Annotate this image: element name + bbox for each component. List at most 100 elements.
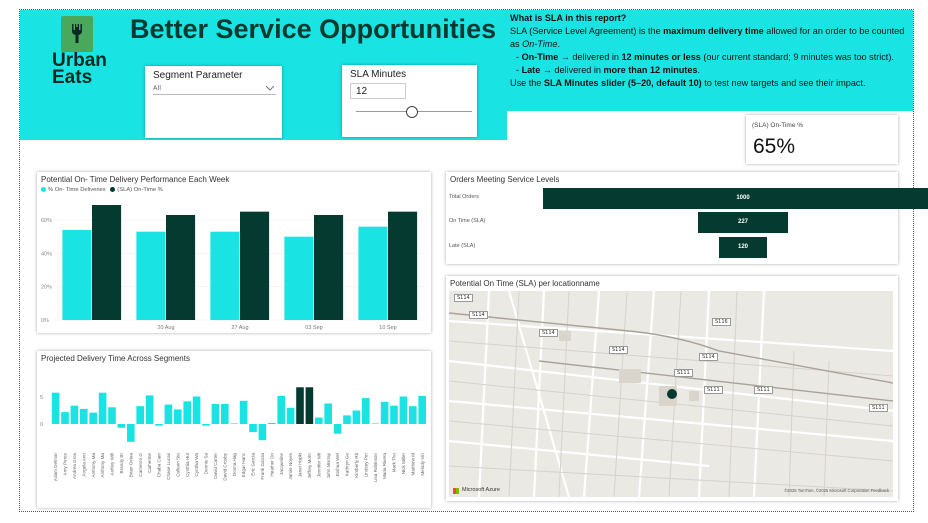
segment-bar[interactable]: [89, 412, 97, 424]
segment-bar[interactable]: [61, 412, 69, 424]
segment-bar[interactable]: [221, 404, 229, 424]
funnel-stage-label: Total Orders: [449, 194, 479, 200]
segment-bar[interactable]: [164, 404, 173, 424]
segment-bar[interactable]: [202, 424, 210, 426]
legend-cyan-marker: [41, 187, 46, 192]
road-label: S111: [754, 386, 773, 394]
segment-bar[interactable]: [296, 387, 304, 424]
segment-bar[interactable]: [136, 406, 144, 424]
segment-bar[interactable]: [305, 387, 314, 424]
sla-minutes-slicer: SLA Minutes 12: [342, 65, 477, 137]
microsoft-logo-icon: [453, 488, 459, 494]
x-tick-label: 20 Aug: [157, 325, 174, 331]
segment-bar[interactable]: [390, 405, 398, 424]
bar-ontime[interactable]: [210, 231, 240, 320]
segment-bar[interactable]: [286, 407, 295, 424]
segment-label: Jennifer Wil: [316, 453, 321, 477]
segment-bar[interactable]: [324, 403, 332, 424]
segment-bar[interactable]: [343, 415, 351, 424]
road-label: S111: [674, 369, 693, 377]
segment-bar[interactable]: [80, 408, 88, 424]
segment-label: Mark Tho: [392, 453, 397, 473]
segment-bar[interactable]: [277, 395, 285, 424]
segment-dropdown[interactable]: All: [153, 84, 276, 95]
sla-slider-handle[interactable]: [406, 106, 418, 118]
bar-sla[interactable]: [240, 211, 270, 320]
segment-bar[interactable]: [409, 406, 417, 424]
segment-label: Cynthia Hut: [185, 452, 190, 477]
segment-label: Chase Lucas: [166, 452, 171, 480]
x-tick-label: 10 Sep: [379, 325, 396, 331]
segment-bar[interactable]: [155, 424, 163, 426]
segment-bar[interactable]: [380, 401, 389, 424]
weekly-performance-chart: Potential On- Time Delivery Performance …: [37, 172, 431, 333]
sla-b1c: → delivered in: [558, 52, 622, 62]
segment-bar[interactable]: [268, 422, 276, 424]
segment-bar[interactable]: [352, 410, 361, 425]
segment-label: Melody Vin: [420, 453, 425, 476]
segment-bar[interactable]: [249, 424, 257, 433]
location-map[interactable]: S114 S114 S114 S114 S114 S111 S111 S111 …: [449, 291, 893, 497]
sla-p2c: to test new targets and see their impact…: [701, 78, 866, 88]
funnel-bar[interactable]: 1000: [543, 188, 928, 209]
bar-ontime[interactable]: [62, 230, 92, 320]
y-tick-label: 5: [40, 395, 43, 401]
segment-label: Jacqueline: [279, 453, 284, 475]
segment-bar[interactable]: [174, 409, 182, 424]
segment-bar[interactable]: [117, 424, 126, 428]
sla-p1c: allowed for an order to be counted as: [510, 26, 905, 49]
sla-minutes-value: 12: [356, 86, 368, 97]
bar-ontime[interactable]: [284, 236, 314, 320]
segment-label: Jamie Noyes: [288, 452, 293, 479]
bar-sla[interactable]: [388, 211, 418, 320]
segment-bar[interactable]: [315, 417, 323, 424]
logo-line-1: Urban: [52, 50, 107, 71]
segment-label: Angela Ann: [81, 453, 86, 477]
segment-label: Chaba Cain: [157, 453, 162, 478]
segment-label: Adam Delmar: [53, 453, 58, 482]
segment-bar[interactable]: [362, 398, 370, 424]
segment-bar[interactable]: [51, 392, 60, 424]
bar-sla[interactable]: [92, 205, 122, 320]
segment-label: David Carter: [213, 453, 218, 479]
segment-bar[interactable]: [399, 396, 408, 424]
funnel-bar[interactable]: 120: [719, 237, 767, 258]
sla-minutes-input[interactable]: 12: [350, 83, 406, 99]
segment-bar[interactable]: [192, 396, 201, 424]
segment-label: Heather Do: [269, 453, 274, 477]
sla-b2d: more than 12 minutes: [603, 65, 698, 75]
segment-bar[interactable]: [239, 400, 248, 424]
bar-ontime[interactable]: [358, 226, 388, 320]
segment-label: Kathryn Ge: [345, 453, 350, 477]
segment-label: Lindsey Per: [363, 453, 368, 478]
legend-item-sla: (SLA) On-Time %: [117, 187, 163, 194]
kpi-card: (SLA) On-Time % 65%: [746, 115, 898, 164]
location-marker[interactable]: [667, 389, 677, 399]
map-title: Potential On Time (SLA) per locationname: [450, 279, 600, 288]
sla-p1b: maximum delivery time: [663, 26, 764, 36]
segment-bar[interactable]: [127, 424, 135, 442]
map-brand-text: Microsoft Azure: [462, 487, 500, 493]
segment-bar[interactable]: [418, 395, 426, 424]
segment-bar[interactable]: [211, 404, 220, 424]
segment-bar[interactable]: [70, 405, 79, 424]
service-levels-funnel: Orders Meeting Service Levels Total Orde…: [446, 172, 928, 264]
segment-bar[interactable]: [98, 392, 107, 424]
funnel-bar[interactable]: 227: [697, 212, 789, 233]
segment-bar[interactable]: [258, 424, 267, 441]
sla-p1e: .: [557, 39, 560, 49]
bar-sla[interactable]: [166, 215, 196, 320]
bar-ontime[interactable]: [136, 231, 166, 320]
segment-bar[interactable]: [333, 424, 342, 434]
sla-b2a: -: [516, 65, 522, 75]
road-label: S111: [869, 404, 888, 412]
segment-bar[interactable]: [183, 401, 191, 424]
weekly-chart-legend: % On- Time Deliveries (SLA) On-Time %: [41, 187, 163, 193]
segment-bar[interactable]: [145, 395, 154, 424]
segment-label: Cameron G: [138, 453, 143, 477]
weekly-chart-plot: 60% 40% 20% 0% 20 Aug 27 Aug 03 Sep 10 Sep: [41, 205, 425, 331]
segment-bar[interactable]: [230, 423, 238, 424]
bar-sla[interactable]: [314, 215, 344, 320]
segment-bar[interactable]: [108, 407, 116, 424]
segment-bar[interactable]: [371, 423, 379, 424]
